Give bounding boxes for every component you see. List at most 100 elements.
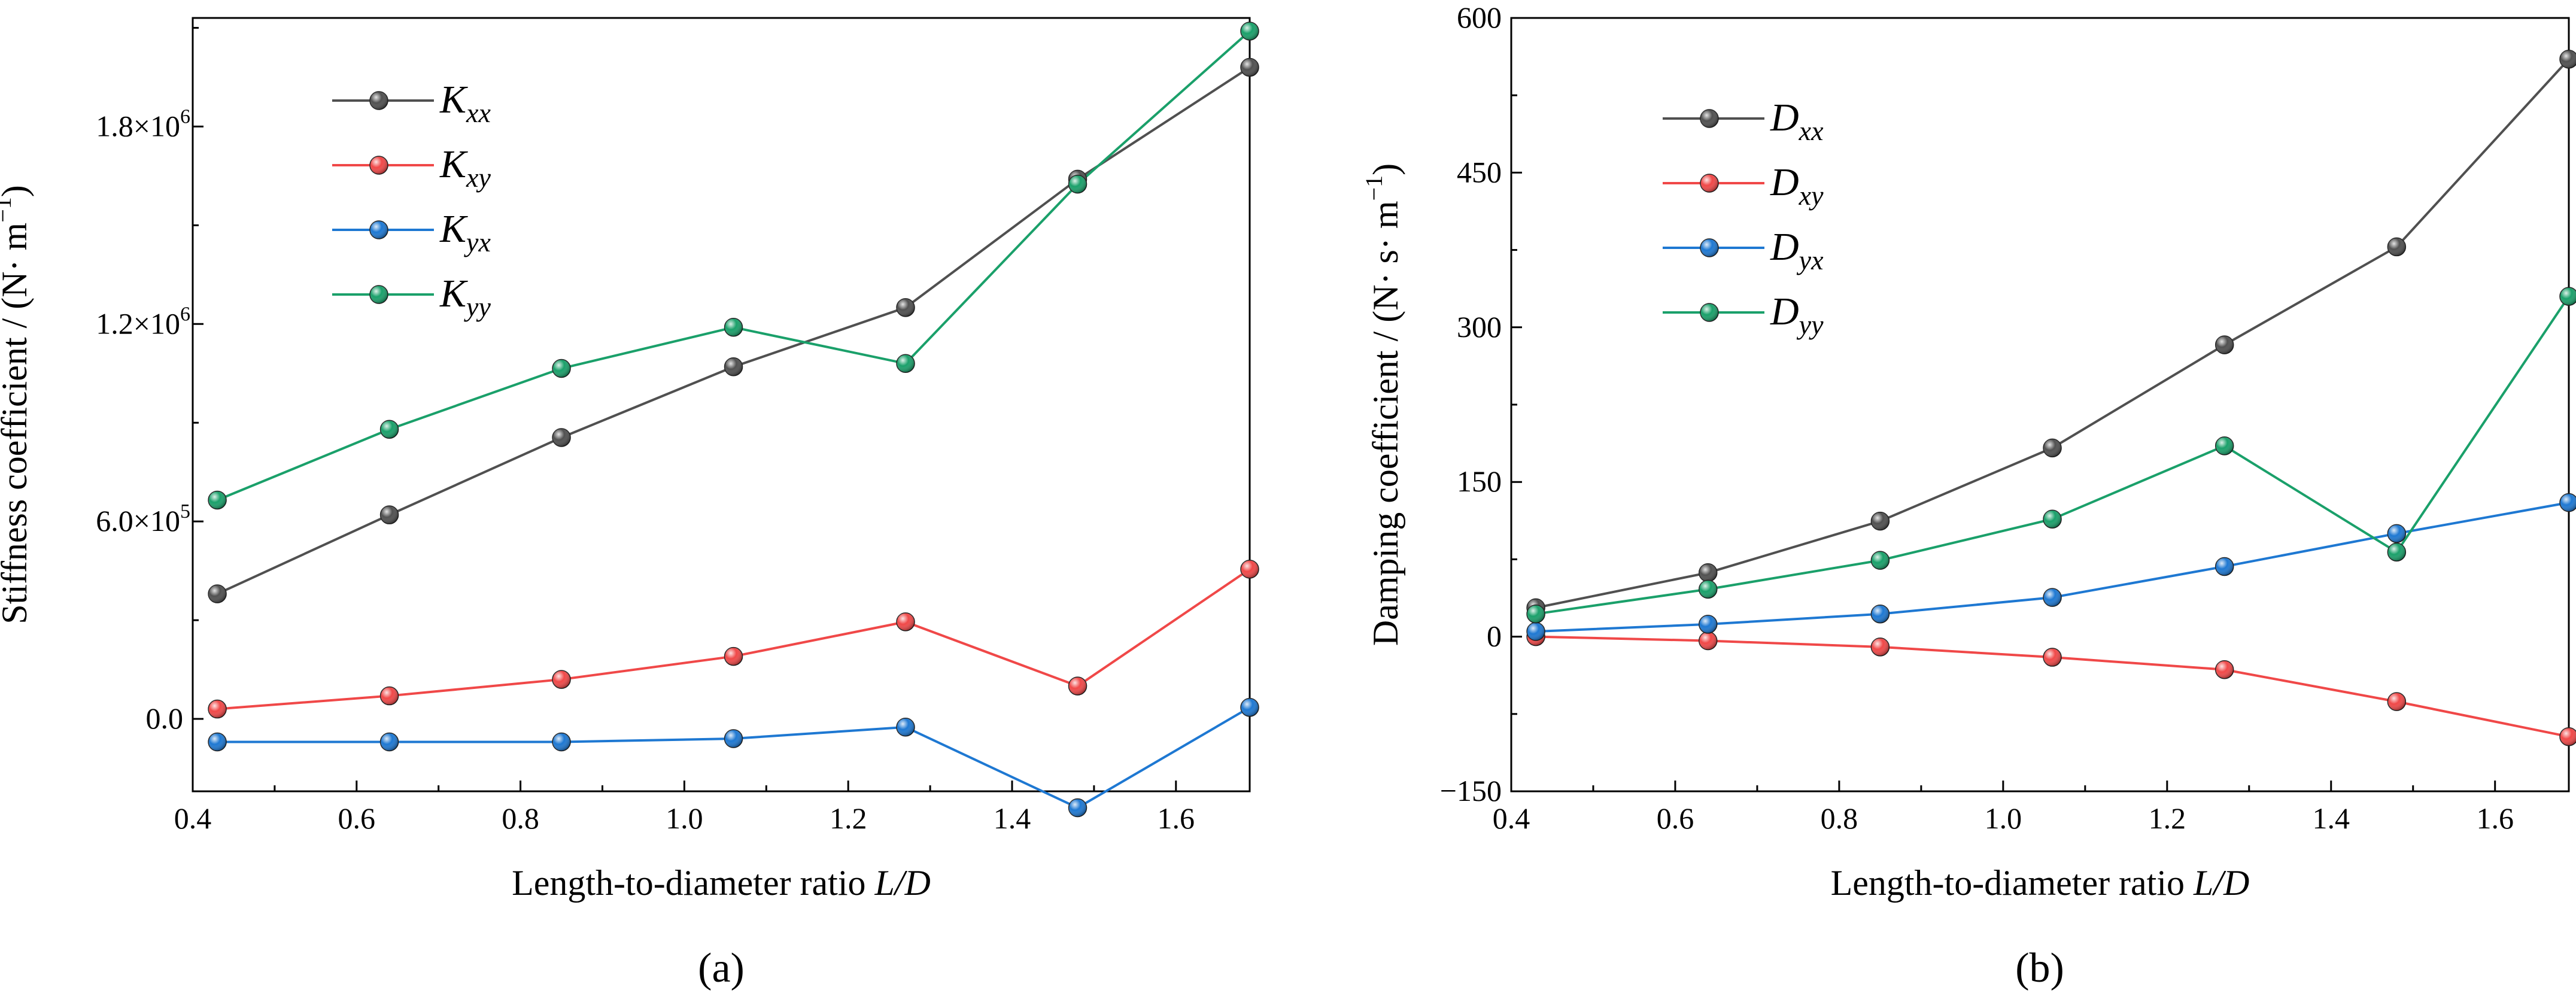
legend-marker-shading — [370, 92, 388, 110]
legend-subscript: yy — [464, 292, 491, 322]
y-tick-label: 0.0 — [146, 702, 184, 735]
y-tick-mantissa: 150 — [1457, 464, 1502, 498]
marker-shading — [1241, 698, 1259, 716]
y-tick-mantissa: 0 — [1487, 620, 1502, 653]
marker-shading — [2560, 287, 2576, 306]
legend-label: Dyx — [1770, 225, 1824, 275]
marker-shading — [552, 428, 571, 447]
marker-shading — [1241, 22, 1259, 40]
chart-damping: 0.4 0.6 0.8 1.0 1.2 1.4 1.6 −150 0 150 300 450 600 Le… — [1360, 1, 2576, 991]
marker-shading — [2387, 543, 2406, 561]
legend-subscript: xy — [466, 162, 491, 193]
marker-shading — [380, 687, 399, 705]
marker-shading — [2215, 660, 2234, 679]
data-point-d-xx — [2387, 237, 2407, 257]
data-point-d-yy — [1698, 579, 1718, 599]
chart-stiffness: 0.4 0.6 0.8 1.0 1.2 1.4 1.60.06.0×1051.2×1061.… — [0, 17, 1259, 991]
legend-item-d-yy: Dyy — [1663, 290, 1824, 340]
y-tick-label: 1.2×106 — [96, 303, 190, 340]
data-point-d-xy — [2043, 648, 2062, 667]
x-axis-title: Length-to-diameter ratio L/D — [1831, 863, 2250, 903]
data-point-k-xx — [552, 428, 571, 447]
marker-shading — [1068, 677, 1087, 696]
legend-symbol: K — [439, 207, 468, 251]
marker-shading — [380, 420, 399, 439]
marker-shading — [1527, 605, 1545, 623]
series-line-k-yx — [217, 706, 1251, 809]
x-tick-label: 1.2 — [830, 801, 867, 835]
marker-shading — [208, 733, 227, 751]
y-axis-title: Damping coefficient / (N· s· m−1) — [1360, 163, 1405, 646]
y-tick-label: 600 — [1457, 1, 1502, 34]
marker-shading — [2560, 493, 2576, 512]
marker-shading — [2215, 336, 2234, 354]
plot-frame — [1510, 17, 2570, 793]
data-point-k-yy — [552, 359, 571, 378]
marker-shading — [552, 670, 571, 689]
marker-shading — [1241, 58, 1259, 77]
data-point-k-xx — [1240, 57, 1259, 77]
x-tick-label: 1.4 — [994, 801, 1031, 835]
y-tick-label: −150 — [1440, 774, 1502, 807]
x-axis-title-var: L/D — [2193, 863, 2249, 903]
legend-item-k-xx: Kxx — [332, 78, 491, 128]
marker-shading — [208, 700, 227, 718]
data-point-d-xy — [2559, 727, 2576, 746]
data-point-k-xy — [208, 699, 227, 719]
x-tick-label: 1.0 — [666, 801, 703, 835]
x-tick-label: 0.6 — [1657, 801, 1694, 835]
y-axis-title-exponent: −1 — [0, 197, 16, 223]
y-tick-label: 300 — [1457, 310, 1502, 344]
marker-shading — [552, 733, 571, 751]
data-point-k-xy — [896, 612, 915, 631]
y-tick-mantissa: 300 — [1457, 310, 1502, 344]
legend-label: Kyx — [439, 207, 491, 257]
legend-symbol: D — [1770, 290, 1799, 333]
data-point-k-xy — [379, 686, 399, 706]
data-point-k-xy — [1240, 560, 1259, 579]
data-point-k-xx — [379, 505, 399, 524]
marker-shading — [2560, 50, 2576, 68]
data-point-d-xx — [2043, 438, 2062, 458]
data-point-d-xy — [2387, 692, 2407, 711]
marker-shading — [897, 298, 915, 317]
legend-label: Dxx — [1770, 96, 1824, 146]
marker-shading — [1241, 560, 1259, 578]
data-point-d-xy — [1698, 631, 1718, 651]
data-point-d-xy — [2214, 660, 2234, 679]
marker-shading — [1871, 605, 1890, 623]
y-tick-label: 6.0×105 — [96, 500, 190, 538]
panel-label: (b) — [2015, 945, 2064, 991]
legend-marker-shading — [1700, 174, 1718, 192]
y-tick-label: 1.8×106 — [96, 105, 190, 142]
legend-subscript: xx — [466, 98, 491, 128]
x-tick-label: 1.6 — [1158, 801, 1195, 835]
data-point-k-yx — [896, 718, 915, 737]
marker-shading — [380, 506, 399, 524]
x-tick-label: 1.4 — [2313, 801, 2350, 835]
marker-shading — [1527, 622, 1545, 640]
y-axis-title-close: ) — [0, 185, 34, 197]
data-point-d-yy — [2387, 542, 2407, 562]
y-tick-mantissa: −150 — [1440, 774, 1502, 807]
marker-shading — [724, 357, 743, 376]
x-tick-label: 0.6 — [338, 801, 376, 835]
data-point-k-xy — [724, 646, 743, 666]
legend-marker-shading — [1700, 303, 1718, 321]
marker-shading — [1068, 798, 1087, 817]
x-tick-label: 0.8 — [1821, 801, 1858, 835]
marker-shading — [552, 359, 571, 378]
data-point-k-xy — [1068, 676, 1087, 696]
legend-label: Kxx — [439, 78, 491, 128]
data-point-k-xy — [552, 670, 571, 689]
marker-shading — [1699, 615, 1717, 633]
legend-item-k-xy: Kxy — [332, 142, 491, 193]
marker-shading — [897, 612, 915, 631]
y-axis-title-close: ) — [1366, 163, 1405, 175]
y-tick-mantissa: 6.0×10 — [96, 504, 180, 538]
data-point-k-yy — [379, 420, 399, 439]
data-point-d-yy — [1870, 551, 1890, 570]
legend-item-d-yx: Dyx — [1663, 225, 1824, 275]
marker-shading — [2043, 588, 2062, 607]
